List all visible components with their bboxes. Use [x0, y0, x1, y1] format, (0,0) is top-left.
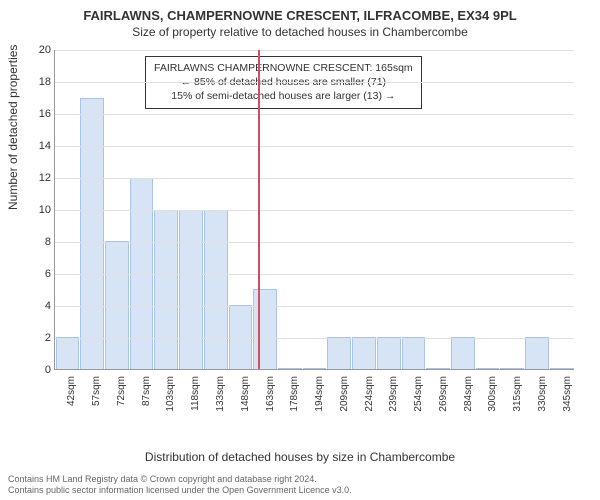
- grid-line: [55, 178, 574, 179]
- marker-line: [258, 50, 260, 369]
- annotation-line-3: 15% of semi-detached houses are larger (…: [154, 89, 413, 103]
- x-tick: 224sqm: [351, 372, 376, 432]
- bar: [56, 337, 80, 369]
- bar: [253, 289, 277, 369]
- x-tick: 118sqm: [178, 372, 203, 432]
- footer-line-1: Contains HM Land Registry data © Crown c…: [8, 474, 352, 485]
- x-tick: 72sqm: [104, 372, 129, 432]
- annotation-line-1: FAIRLAWNS CHAMPERNOWNE CRESCENT: 165sqm: [154, 61, 413, 75]
- x-axis-label: Distribution of detached houses by size …: [0, 450, 600, 464]
- bar: [327, 337, 351, 369]
- footer-text: Contains HM Land Registry data © Crown c…: [8, 474, 352, 497]
- bar: [179, 210, 203, 370]
- x-tick: 194sqm: [302, 372, 327, 432]
- y-tick: 18: [25, 76, 51, 88]
- x-tick: 178sqm: [277, 372, 302, 432]
- y-tick: 0: [25, 364, 51, 376]
- x-tick: 345sqm: [549, 372, 574, 432]
- bar: [303, 368, 327, 369]
- x-tick: 239sqm: [376, 372, 401, 432]
- bar: [476, 368, 500, 369]
- x-tick: 163sqm: [252, 372, 277, 432]
- y-tick: 16: [25, 108, 51, 120]
- y-axis-label: Number of detached properties: [6, 45, 20, 210]
- footer-line-2: Contains public sector information licen…: [8, 485, 352, 496]
- x-tick: 269sqm: [425, 372, 450, 432]
- y-tick: 4: [25, 300, 51, 312]
- x-tick: 330sqm: [525, 372, 550, 432]
- grid-line: [55, 114, 574, 115]
- bar: [154, 210, 178, 370]
- y-tick: 14: [25, 140, 51, 152]
- bar: [451, 337, 475, 369]
- bar: [278, 368, 302, 369]
- x-tick: 57sqm: [79, 372, 104, 432]
- x-tick: 254sqm: [401, 372, 426, 432]
- grid-line: [55, 338, 574, 339]
- bar: [80, 98, 104, 369]
- bar: [550, 368, 574, 369]
- x-tick: 87sqm: [128, 372, 153, 432]
- x-tick: 300sqm: [475, 372, 500, 432]
- x-tick: 284sqm: [450, 372, 475, 432]
- x-tick: 42sqm: [54, 372, 79, 432]
- bar: [204, 210, 228, 370]
- y-tick: 6: [25, 268, 51, 280]
- bar: [500, 368, 524, 369]
- bar: [426, 368, 450, 369]
- chart-subtitle: Size of property relative to detached ho…: [0, 23, 600, 39]
- bar: [525, 337, 549, 369]
- bar: [377, 337, 401, 369]
- x-tick: 315sqm: [500, 372, 525, 432]
- plot-area: FAIRLAWNS CHAMPERNOWNE CRESCENT: 165sqm …: [54, 50, 574, 370]
- chart-container: FAIRLAWNS, CHAMPERNOWNE CRESCENT, ILFRAC…: [0, 0, 600, 500]
- y-tick: 8: [25, 236, 51, 248]
- y-tick: 20: [25, 44, 51, 56]
- grid-line: [55, 146, 574, 147]
- x-tick: 209sqm: [326, 372, 351, 432]
- grid-line: [55, 274, 574, 275]
- grid-line: [55, 50, 574, 51]
- grid-line: [55, 210, 574, 211]
- grid-line: [55, 306, 574, 307]
- y-tick: 2: [25, 332, 51, 344]
- x-tick: 103sqm: [153, 372, 178, 432]
- y-tick: 10: [25, 204, 51, 216]
- bar: [352, 337, 376, 369]
- x-tick: 133sqm: [203, 372, 228, 432]
- chart-title: FAIRLAWNS, CHAMPERNOWNE CRESCENT, ILFRAC…: [0, 0, 600, 23]
- y-tick: 12: [25, 172, 51, 184]
- x-tick: 148sqm: [227, 372, 252, 432]
- grid-line: [55, 82, 574, 83]
- grid-line: [55, 242, 574, 243]
- x-ticks: 42sqm57sqm72sqm87sqm103sqm118sqm133sqm14…: [54, 372, 574, 432]
- bar: [402, 337, 426, 369]
